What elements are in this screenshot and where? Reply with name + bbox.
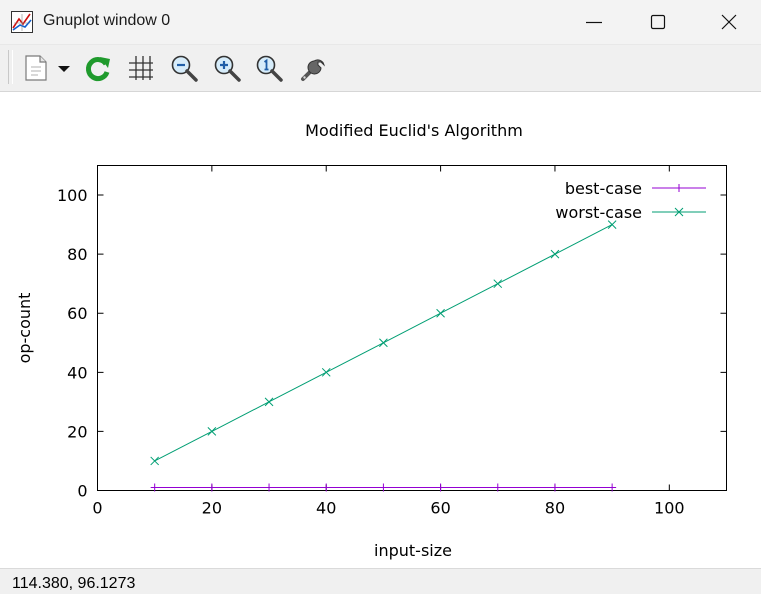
minimize-button[interactable] (562, 0, 626, 44)
y-tick-label: 60 (67, 304, 87, 323)
data-point-best-case (150, 483, 159, 492)
data-point-worst-case (150, 456, 160, 466)
y-tick-label: 80 (67, 245, 87, 264)
title-bar: Gnuplot window 0 (0, 0, 761, 45)
legend-marker-worst-case (674, 207, 684, 217)
data-point-best-case (265, 483, 274, 492)
refresh-icon (86, 57, 110, 82)
preferences-button[interactable] (295, 50, 329, 84)
data-point-best-case (207, 483, 216, 492)
gnuplot-app-icon (11, 11, 33, 33)
legend-marker-best-case (675, 184, 683, 192)
data-point-worst-case (321, 367, 331, 377)
unzoom-button[interactable] (251, 50, 285, 84)
legend-label-best-case: best-case (565, 179, 642, 198)
data-point-best-case (379, 483, 388, 492)
y-tick-label: 0 (77, 482, 87, 501)
zoom-in-icon (214, 55, 241, 82)
x-tick-label: 80 (545, 499, 565, 518)
window-title: Gnuplot window 0 (43, 12, 171, 29)
data-point-best-case (550, 483, 559, 492)
x-tick-label: 60 (430, 499, 450, 518)
x-tick-label: 100 (654, 499, 685, 518)
data-point-worst-case (379, 338, 388, 348)
y-tick-label: 100 (57, 186, 88, 205)
x-tick-label: 40 (316, 499, 336, 518)
toolbar-grip (8, 50, 13, 84)
maximize-button[interactable] (626, 0, 690, 44)
mouse-coordinates: 114.380, 96.1273 (12, 575, 136, 592)
data-point-worst-case (493, 279, 503, 289)
close-button[interactable] (697, 0, 761, 44)
clipboard-icon (25, 55, 47, 81)
minimize-icon (586, 21, 602, 24)
x-tick-label: 20 (202, 499, 222, 518)
legend-label-worst-case: worst-case (555, 203, 642, 222)
data-point-worst-case (436, 308, 445, 318)
grid-icon (129, 56, 153, 80)
plot-frame (97, 165, 727, 491)
status-bar: 114.380, 96.1273 (0, 568, 761, 594)
copy-clipboard-button[interactable] (18, 50, 52, 84)
chevron-down-icon (58, 66, 70, 72)
data-point-worst-case (550, 249, 560, 259)
y-tick-label: 40 (67, 363, 87, 382)
data-point-best-case (322, 483, 331, 492)
zoom-out-icon (171, 55, 198, 82)
y-axis-label: op-count (15, 293, 34, 364)
data-point-best-case (608, 483, 617, 492)
options-dropdown-button[interactable] (54, 50, 76, 84)
x-tick-label: 0 (92, 499, 102, 518)
data-point-best-case (436, 483, 445, 492)
y-tick-label: 20 (67, 422, 87, 441)
replot-button[interactable] (80, 50, 114, 84)
data-point-best-case (493, 483, 502, 492)
x-axis-label: input-size (374, 541, 452, 560)
wrench-icon (301, 59, 325, 81)
maximize-icon (650, 14, 666, 30)
close-icon (721, 14, 737, 30)
zoom-reset-icon (256, 55, 283, 82)
data-point-worst-case (607, 220, 617, 229)
plot-canvas[interactable]: Modified Euclid's Algorithm 0 20 40 60 80 100… (0, 92, 761, 567)
plot-svg: Modified Euclid's Algorithm 0 20 40 60 80 100… (15, 121, 727, 560)
zoom-previous-button[interactable] (166, 50, 200, 84)
chart-title: Modified Euclid's Algorithm (305, 121, 523, 140)
data-point-worst-case (207, 427, 217, 436)
grid-button[interactable] (123, 50, 157, 84)
data-point-worst-case (264, 397, 274, 407)
toolbar (0, 45, 761, 92)
zoom-next-button[interactable] (209, 50, 243, 84)
